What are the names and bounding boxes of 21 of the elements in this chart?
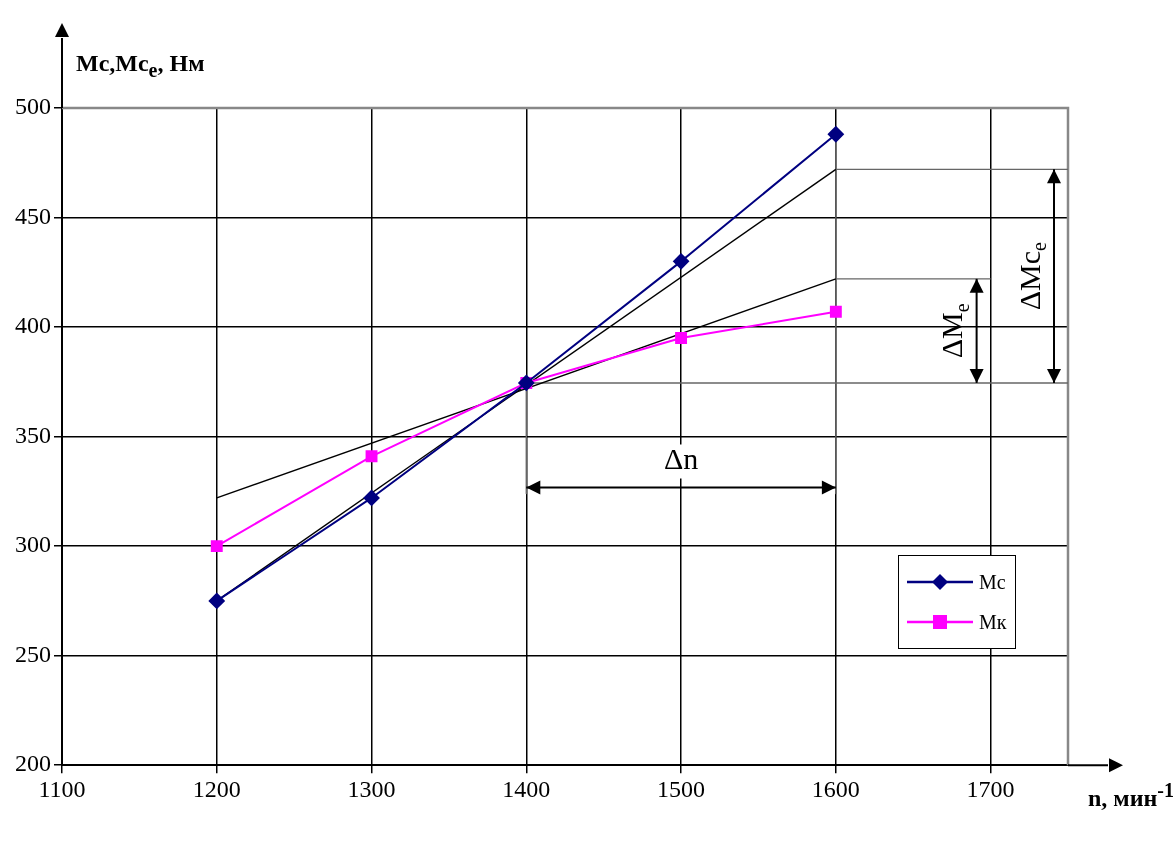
y-tick-label: 250 <box>15 640 51 667</box>
x-tick-label: 1200 <box>192 775 241 802</box>
x-tick-label: 1100 <box>38 775 86 802</box>
y-tick-label: 450 <box>15 202 51 229</box>
x-tick-label: 1700 <box>966 775 1015 802</box>
y-tick-label: 400 <box>15 312 51 339</box>
annotation: Δn <box>663 442 699 476</box>
x-tick-label: 1600 <box>811 775 860 802</box>
legend-label: Mк <box>979 610 1007 634</box>
annotation: ΔMcе <box>1012 241 1051 311</box>
y-tick-label: 500 <box>15 93 51 120</box>
y-axis-title: Mc,Mc$_{е}$, Нм <box>76 50 205 82</box>
y-tick-label: 350 <box>15 421 51 448</box>
x-tick-label: 1300 <box>347 775 396 802</box>
y-tick-label: 300 <box>15 531 51 558</box>
legend-label: Mc <box>979 570 1006 594</box>
annotation: ΔMе <box>935 303 973 359</box>
x-axis-title: n, мин$^{-1}$ <box>1088 779 1175 813</box>
y-tick-label: 200 <box>15 750 51 777</box>
x-tick-label: 1400 <box>502 775 551 802</box>
x-tick-label: 1500 <box>657 775 706 802</box>
